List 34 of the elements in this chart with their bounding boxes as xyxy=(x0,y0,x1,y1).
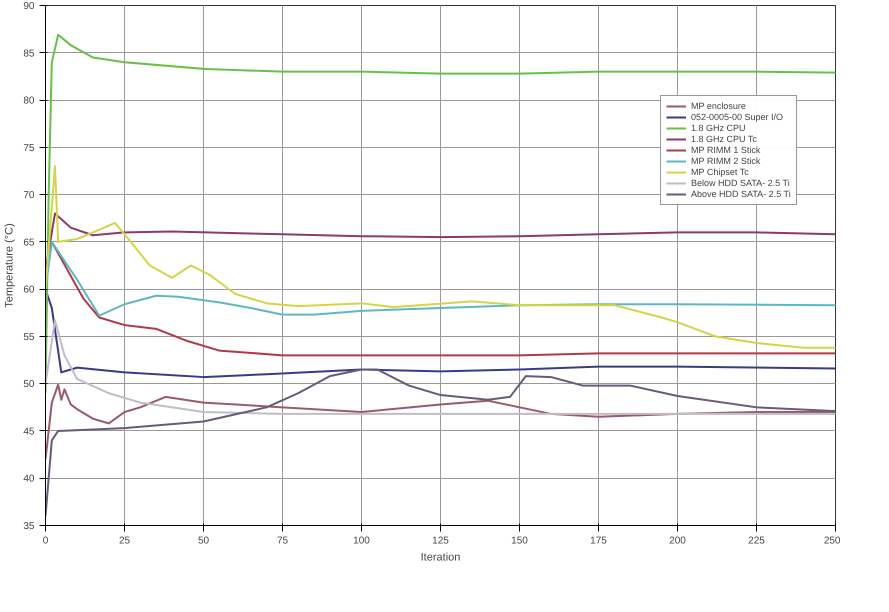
y-tick-label: 75 xyxy=(23,142,35,154)
x-axis-title: Iteration xyxy=(420,552,460,564)
x-tick-label: 175 xyxy=(590,536,608,546)
legend-label: 1.8 GHz CPU xyxy=(691,123,746,133)
x-tick-label: 100 xyxy=(353,536,370,546)
y-tick-label: 35 xyxy=(23,521,35,532)
y-tick-label: 55 xyxy=(23,332,35,343)
legend-label: MP RIMM 1 Stick xyxy=(691,145,760,155)
x-tick-label: 0 xyxy=(42,536,49,546)
x-tick-label: 250 xyxy=(824,536,841,546)
x-tick-label: 125 xyxy=(432,536,450,546)
legend-label: Below HDD SATA- 2.5 Ti xyxy=(691,178,790,188)
legend-label: 052-0005-00 Super I/O xyxy=(691,112,784,122)
x-tick-label: 75 xyxy=(276,536,288,546)
legend-label: MP RIMM 2 Stick xyxy=(691,156,760,166)
y-tick-label: 70 xyxy=(23,190,35,202)
legend-label: 1.8 GHz CPU Tc xyxy=(691,134,757,144)
x-tick-label: 225 xyxy=(748,536,766,546)
legend-label: MP enclosure xyxy=(691,101,746,111)
y-axis-title: Temperature (°C) xyxy=(3,223,16,308)
x-tick-label: 25 xyxy=(118,536,130,546)
legend-label: MP Chipset Tc xyxy=(691,167,749,177)
x-tick-label: 50 xyxy=(198,536,210,546)
y-tick-label: 45 xyxy=(23,426,35,438)
x-tick-label: 150 xyxy=(511,536,528,546)
y-tick-label: 65 xyxy=(23,237,35,248)
y-tick-label: 80 xyxy=(23,96,35,107)
y-tick-label: 90 xyxy=(23,1,35,12)
y-tick-label: 60 xyxy=(23,284,35,296)
y-tick-label: 85 xyxy=(23,48,35,60)
y-tick-label: 50 xyxy=(23,379,35,390)
legend-label: Above HDD SATA- 2.5 Ti xyxy=(691,189,791,199)
x-tick-label: 200 xyxy=(669,536,686,546)
y-tick-label: 40 xyxy=(23,474,35,485)
